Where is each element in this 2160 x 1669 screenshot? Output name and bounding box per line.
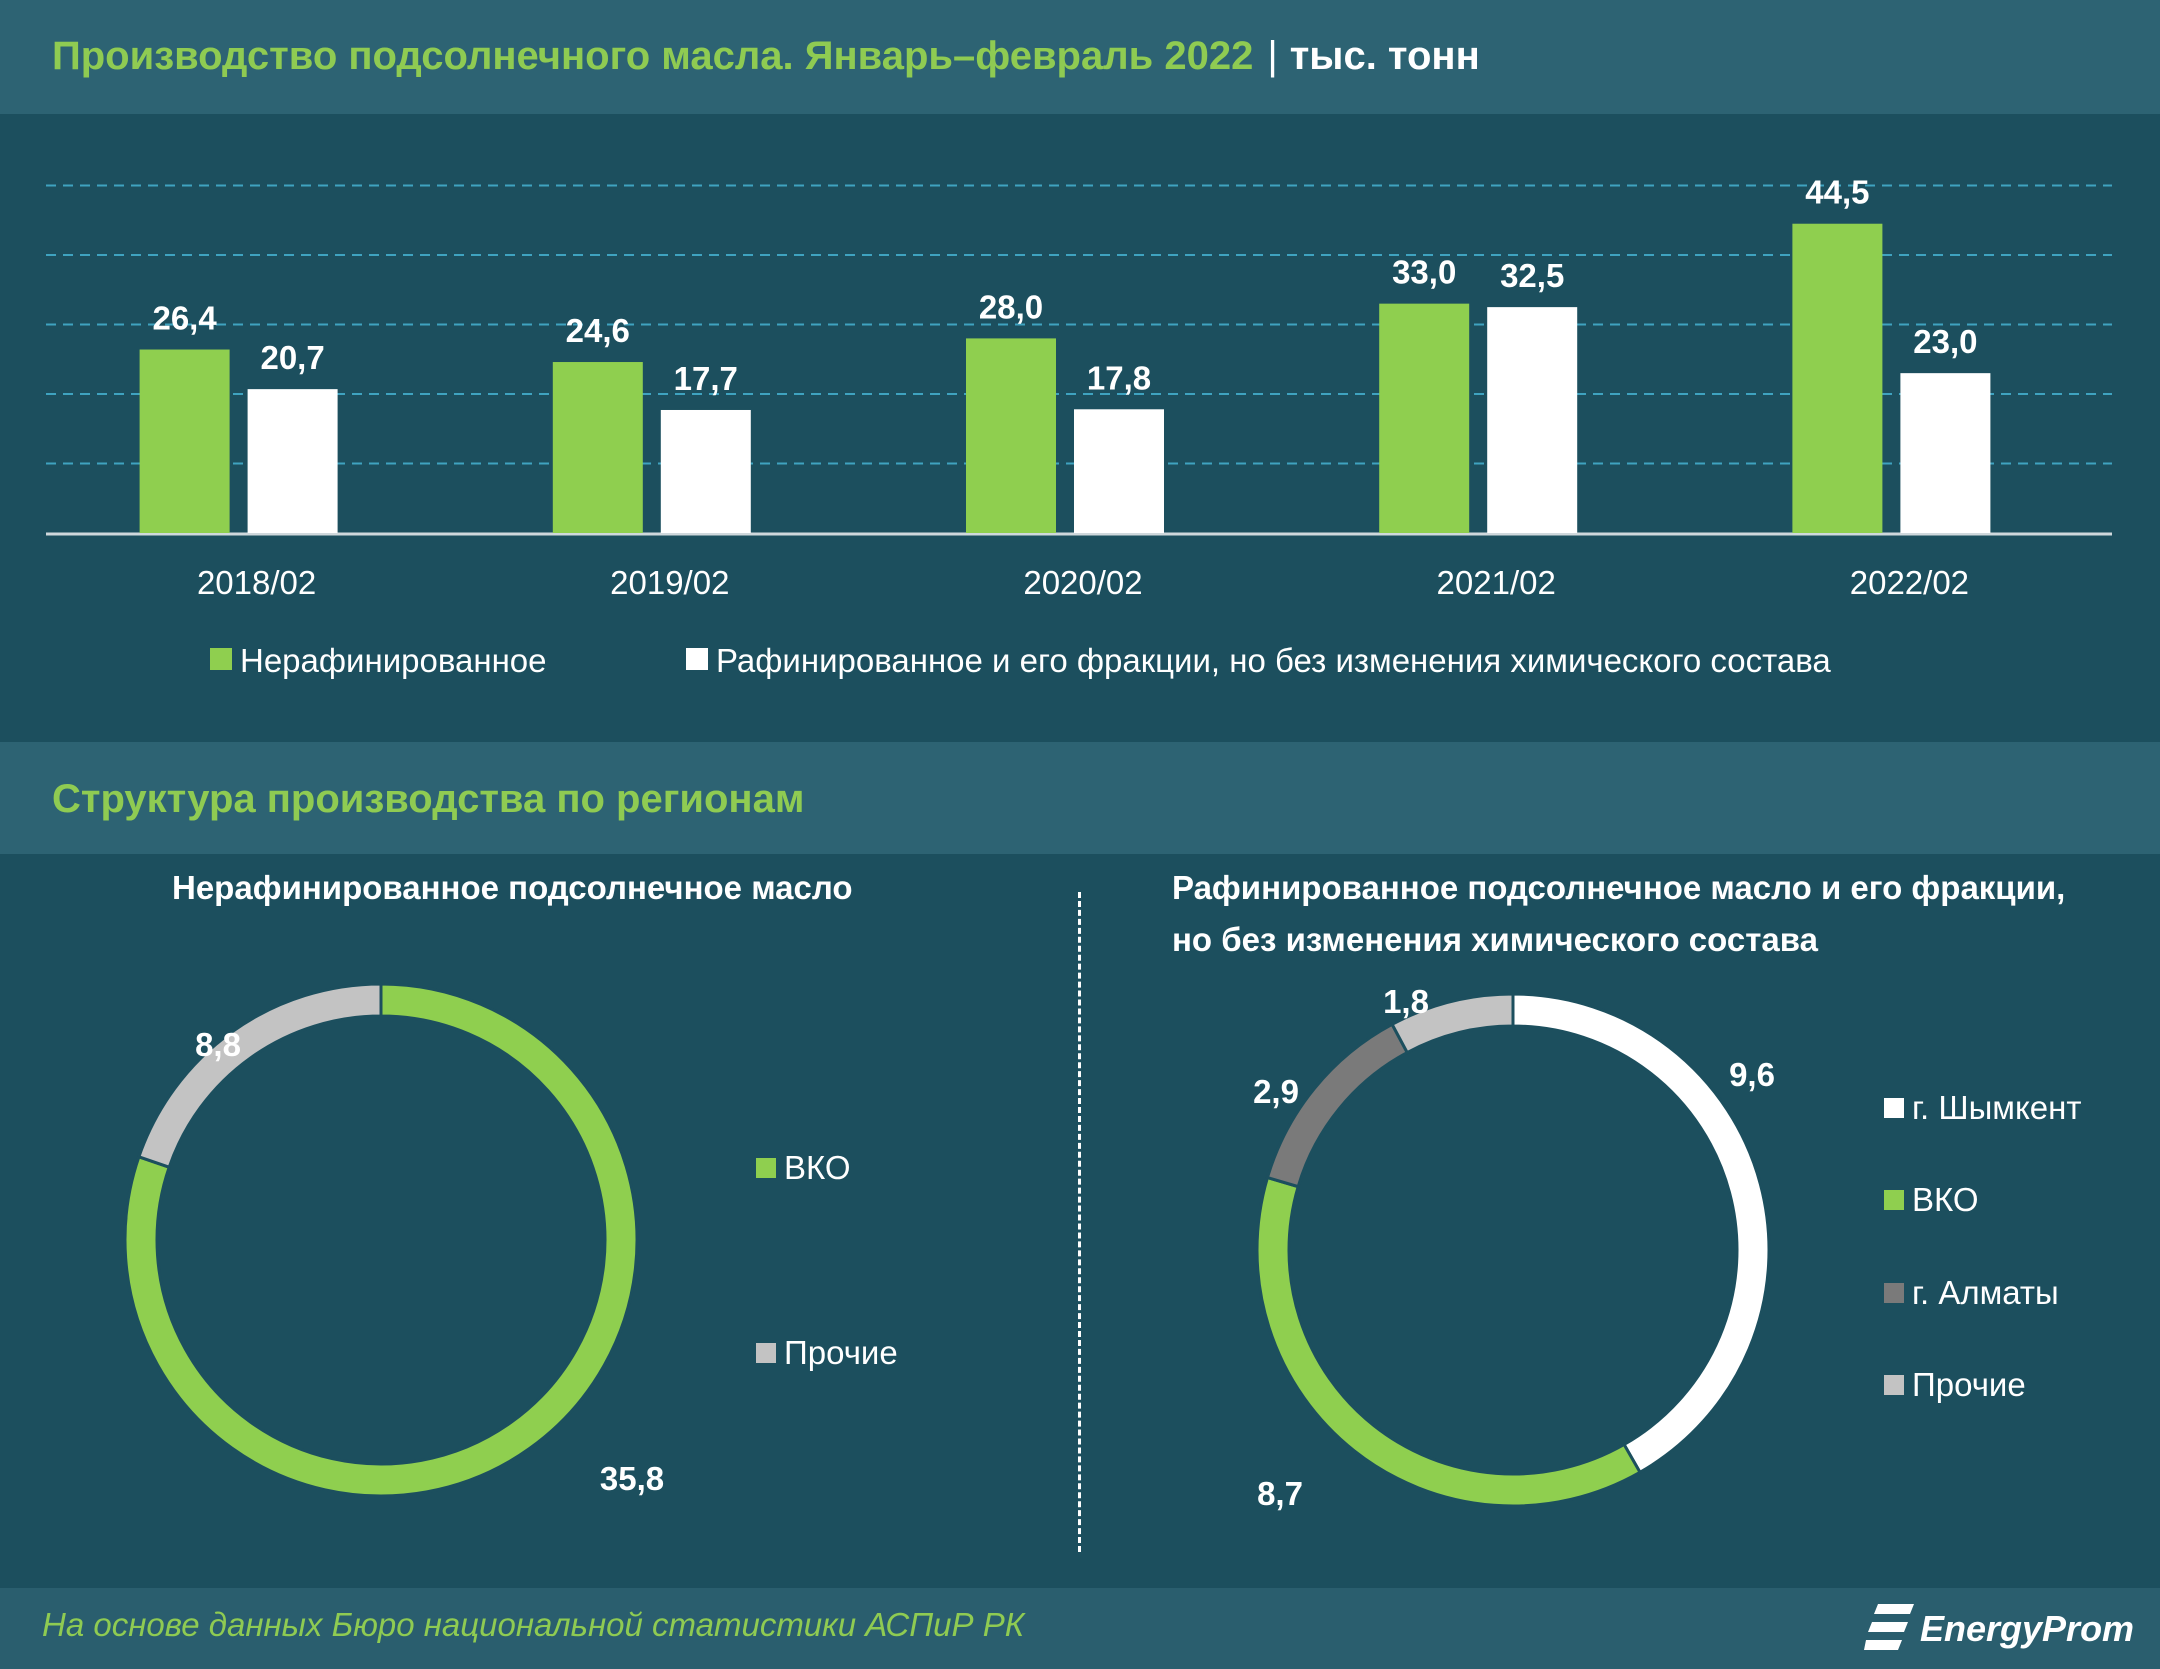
data-label: 44,5 — [1805, 174, 1869, 211]
bar-unrefined — [1379, 303, 1470, 533]
legend-label: г. Алматы — [1912, 1274, 2059, 1311]
data-label: 33,0 — [1392, 254, 1456, 291]
data-label: 28,0 — [979, 288, 1043, 325]
x-tick-label: 2022/02 — [1850, 564, 1969, 601]
donut-chart-refined: 9,6 8,7 2,9 1,8 г. Шымкент ВКО г. Алматы Прочие — [1253, 983, 2082, 1512]
data-label: 32,5 — [1500, 257, 1564, 294]
legend-swatch — [1884, 1375, 1904, 1395]
legend-label: Прочие — [784, 1334, 898, 1371]
slice-label: 8,8 — [195, 1026, 241, 1063]
legend-swatch — [756, 1343, 776, 1363]
legend-label: Прочие — [1912, 1366, 2026, 1403]
slice-label: 2,9 — [1253, 1073, 1299, 1110]
donut-chart-unrefined: 35,8 8,8 ВКО Прочие — [123, 982, 898, 1498]
source-note: На основе данных Бюро национальной стати… — [42, 1606, 1025, 1643]
donut-slice — [1390, 992, 1515, 1055]
legend-label-unrefined: Нерафинированное — [240, 642, 547, 679]
legend-swatch — [1884, 1098, 1904, 1118]
x-tick-label: 2019/02 — [610, 564, 729, 601]
bar-unrefined — [552, 362, 643, 533]
section-title: Структура производства по регионам — [52, 777, 805, 821]
footer-band — [0, 1588, 2160, 1669]
title-text: Производство подсолнечного масла. Январь… — [52, 34, 1254, 78]
bar-refined — [660, 409, 751, 533]
legend-swatch-unrefined — [210, 648, 232, 670]
legend-swatch — [756, 1158, 776, 1178]
donut2-title: Рафинированное подсолнечное масло и его … — [1172, 869, 2066, 958]
bar-unrefined — [1792, 223, 1883, 533]
legend-swatch — [1884, 1190, 1904, 1210]
slice-label: 9,6 — [1729, 1056, 1775, 1093]
legend-swatch — [1884, 1283, 1904, 1303]
slice-label: 1,8 — [1383, 983, 1429, 1020]
bar-refined — [247, 389, 338, 533]
section-band: Структура производства по регионам — [0, 742, 2160, 854]
legend-label: г. Шымкент — [1912, 1089, 2082, 1126]
data-label: 20,7 — [260, 339, 324, 376]
bar-unrefined — [139, 349, 230, 533]
donut1-title: Нерафинированное подсолнечное масло — [172, 869, 853, 906]
title-unit: тыс. тонн — [1289, 34, 1480, 78]
energyprom-logo-icon — [1864, 1604, 1914, 1650]
legend-label-refined: Рафинированное и его фракции, но без изм… — [716, 642, 1831, 679]
x-tick-label: 2021/02 — [1437, 564, 1556, 601]
panel-divider — [1078, 892, 1081, 1552]
data-label: 17,7 — [674, 360, 738, 397]
header-band: Производство подсолнечного масла. Январь… — [0, 0, 2160, 114]
brand-logo: EnergyProm — [1864, 1598, 2134, 1660]
title-separator: | — [1267, 34, 1278, 78]
x-tick-label: 2020/02 — [1023, 564, 1142, 601]
bar-refined — [1487, 307, 1578, 533]
donut-slice — [1255, 1175, 1643, 1508]
chart-title: Производство подсолнечного масла. Январь… — [52, 34, 1480, 79]
data-label: 24,6 — [566, 312, 630, 349]
bar-refined — [1074, 409, 1164, 533]
slice-label: 8,7 — [1257, 1475, 1303, 1512]
legend-swatch-refined — [686, 648, 708, 670]
brand-name: EnergyProm — [1920, 1608, 2135, 1649]
bar-chart: 26,4 20,7 2018/02 24,6 17,7 2019/02 28,0 17,8 20… — [46, 174, 2112, 679]
bar-unrefined — [966, 338, 1056, 533]
x-tick-label: 2018/02 — [197, 564, 316, 601]
bar-refined — [1900, 373, 1991, 533]
data-label: 17,8 — [1087, 359, 1151, 396]
legend-label: ВКО — [784, 1149, 851, 1186]
data-label: 26,4 — [152, 300, 217, 337]
data-label: 23,0 — [1913, 323, 1977, 360]
slice-label: 35,8 — [600, 1460, 664, 1497]
donut-slice — [123, 982, 639, 1498]
legend-label: ВКО — [1912, 1181, 1979, 1218]
donut-slice — [136, 982, 383, 1170]
